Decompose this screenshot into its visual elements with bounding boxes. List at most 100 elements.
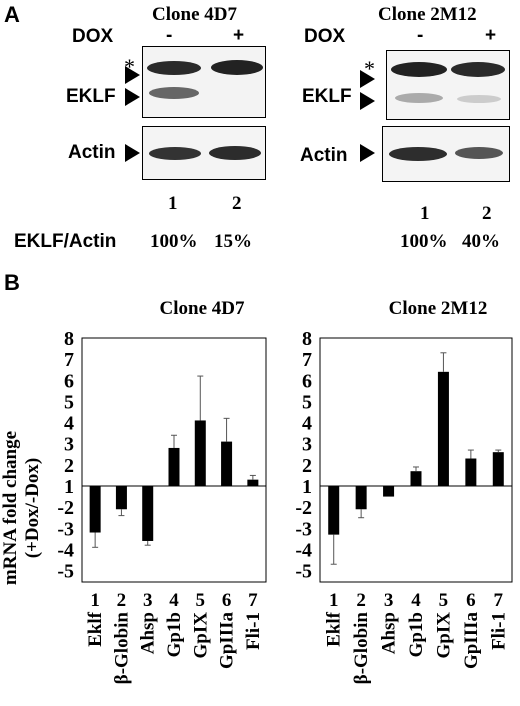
blot-band: [391, 62, 447, 77]
category-number: 5: [439, 590, 449, 611]
arrow-eklf-right: [360, 92, 375, 110]
bar: [328, 486, 340, 535]
ratio-2-right: 40%: [462, 231, 500, 252]
y-tick-label: 7: [64, 349, 74, 371]
category-number: 2: [117, 590, 127, 611]
ratio-2-left: 15%: [214, 231, 252, 252]
category-number: 5: [196, 590, 206, 611]
dox-plus-right: +: [485, 25, 497, 46]
bar: [410, 471, 422, 486]
clone-4d7-title: Clone 4D7: [152, 4, 237, 25]
y-tick-label: -5: [295, 561, 312, 583]
y-tick-label: 3: [64, 434, 74, 456]
eklf-label-right: EKLF: [302, 86, 352, 107]
ratio-1-left: 100%: [150, 231, 198, 252]
blot-band: [147, 61, 201, 75]
category-number: 2: [356, 590, 366, 611]
category-label: β-Globin: [351, 612, 372, 685]
y-tick-label: -2: [57, 497, 74, 519]
category-number: 3: [384, 590, 394, 611]
eklf-blot-2m12: [386, 50, 510, 120]
y-tick-label: 7: [302, 349, 312, 371]
category-label: Gp1b: [406, 612, 427, 657]
eklf-actin-label: EKLF/Actin: [14, 231, 117, 252]
y-tick-label: -5: [57, 561, 74, 583]
arrow-upper-left: [125, 66, 140, 84]
blot-band: [457, 95, 501, 103]
arrow-actin-left: [125, 144, 140, 162]
dox-label-left: DOX: [72, 26, 114, 47]
category-number: 7: [248, 590, 258, 611]
eklf-blot-4d7: [142, 46, 266, 118]
category-label: Fli-1: [488, 612, 509, 650]
y-tick-label: 4: [302, 413, 312, 435]
category-label: Gp1b: [164, 612, 185, 657]
y-tick-label: 6: [302, 370, 312, 392]
category-label: GpIX: [190, 612, 211, 659]
ratio-1-right: 100%: [400, 231, 448, 252]
y-tick-label: 1: [302, 476, 312, 498]
blot-band: [211, 60, 263, 75]
y-tick-label: -2: [295, 497, 312, 519]
bar: [383, 486, 395, 497]
y-tick-label: -3: [295, 518, 312, 540]
category-number: 7: [494, 590, 504, 611]
y-tick-label: 6: [64, 370, 74, 392]
category-number: 1: [90, 590, 100, 611]
category-label: Ahsp: [379, 612, 400, 654]
category-label: GpIX: [433, 612, 454, 659]
category-number: 4: [411, 590, 421, 611]
category-label: Ahsp: [138, 612, 159, 654]
actin-blot-2m12: [382, 126, 510, 182]
bar: [465, 458, 477, 486]
plot-frame: [319, 337, 513, 583]
y-tick-label: 5: [64, 391, 74, 413]
y-tick-label: 5: [302, 391, 312, 413]
y-tick-label: -4: [295, 539, 312, 561]
bar: [115, 486, 127, 510]
blot-band: [451, 62, 505, 77]
arrow-upper-right: [360, 70, 375, 88]
lane-2-left: 2: [232, 193, 242, 214]
dox-plus-left: +: [233, 25, 245, 46]
asterisk-right: *: [364, 56, 375, 81]
y-tick-label: -3: [57, 518, 74, 540]
category-number: 6: [466, 590, 476, 611]
category-label: Eklf: [324, 611, 345, 647]
panel-a-letter: A: [4, 2, 20, 27]
chart-title: Clone 4D7: [160, 298, 245, 319]
plot-frame: [81, 337, 267, 583]
actin-label-right: Actin: [300, 145, 348, 166]
bar: [194, 420, 206, 486]
bar: [355, 486, 367, 510]
arrow-actin-right: [360, 144, 375, 162]
blot-band: [389, 147, 447, 161]
y-tick-label: 8: [64, 328, 74, 350]
y-tick-label: 2: [302, 455, 312, 477]
bar: [89, 486, 101, 533]
blot-band: [149, 87, 199, 99]
actin-label-left: Actin: [68, 142, 116, 163]
dox-label-right: DOX: [304, 26, 346, 47]
category-number: 4: [169, 590, 179, 611]
y-tick-label: -4: [57, 539, 74, 561]
chart-title: Clone 2M12: [389, 298, 488, 319]
bar: [437, 371, 449, 486]
blot-band: [395, 93, 443, 103]
bar: [168, 447, 180, 486]
category-label: GpIIIa: [461, 612, 482, 670]
lane-1-right: 1: [420, 203, 430, 224]
bar: [492, 452, 504, 486]
category-label: Eklf: [85, 611, 106, 647]
blot-band: [455, 147, 503, 159]
y-tick-label: 4: [64, 413, 74, 435]
y-tick-label: 1: [64, 476, 74, 498]
y-tick-label: 8: [302, 328, 312, 350]
bar: [247, 479, 259, 486]
dox-minus-left: -: [166, 25, 173, 46]
lane-2-right: 2: [482, 203, 492, 224]
y-axis-label-line1: mRNA fold change: [0, 431, 21, 585]
arrow-eklf-left: [125, 88, 140, 106]
